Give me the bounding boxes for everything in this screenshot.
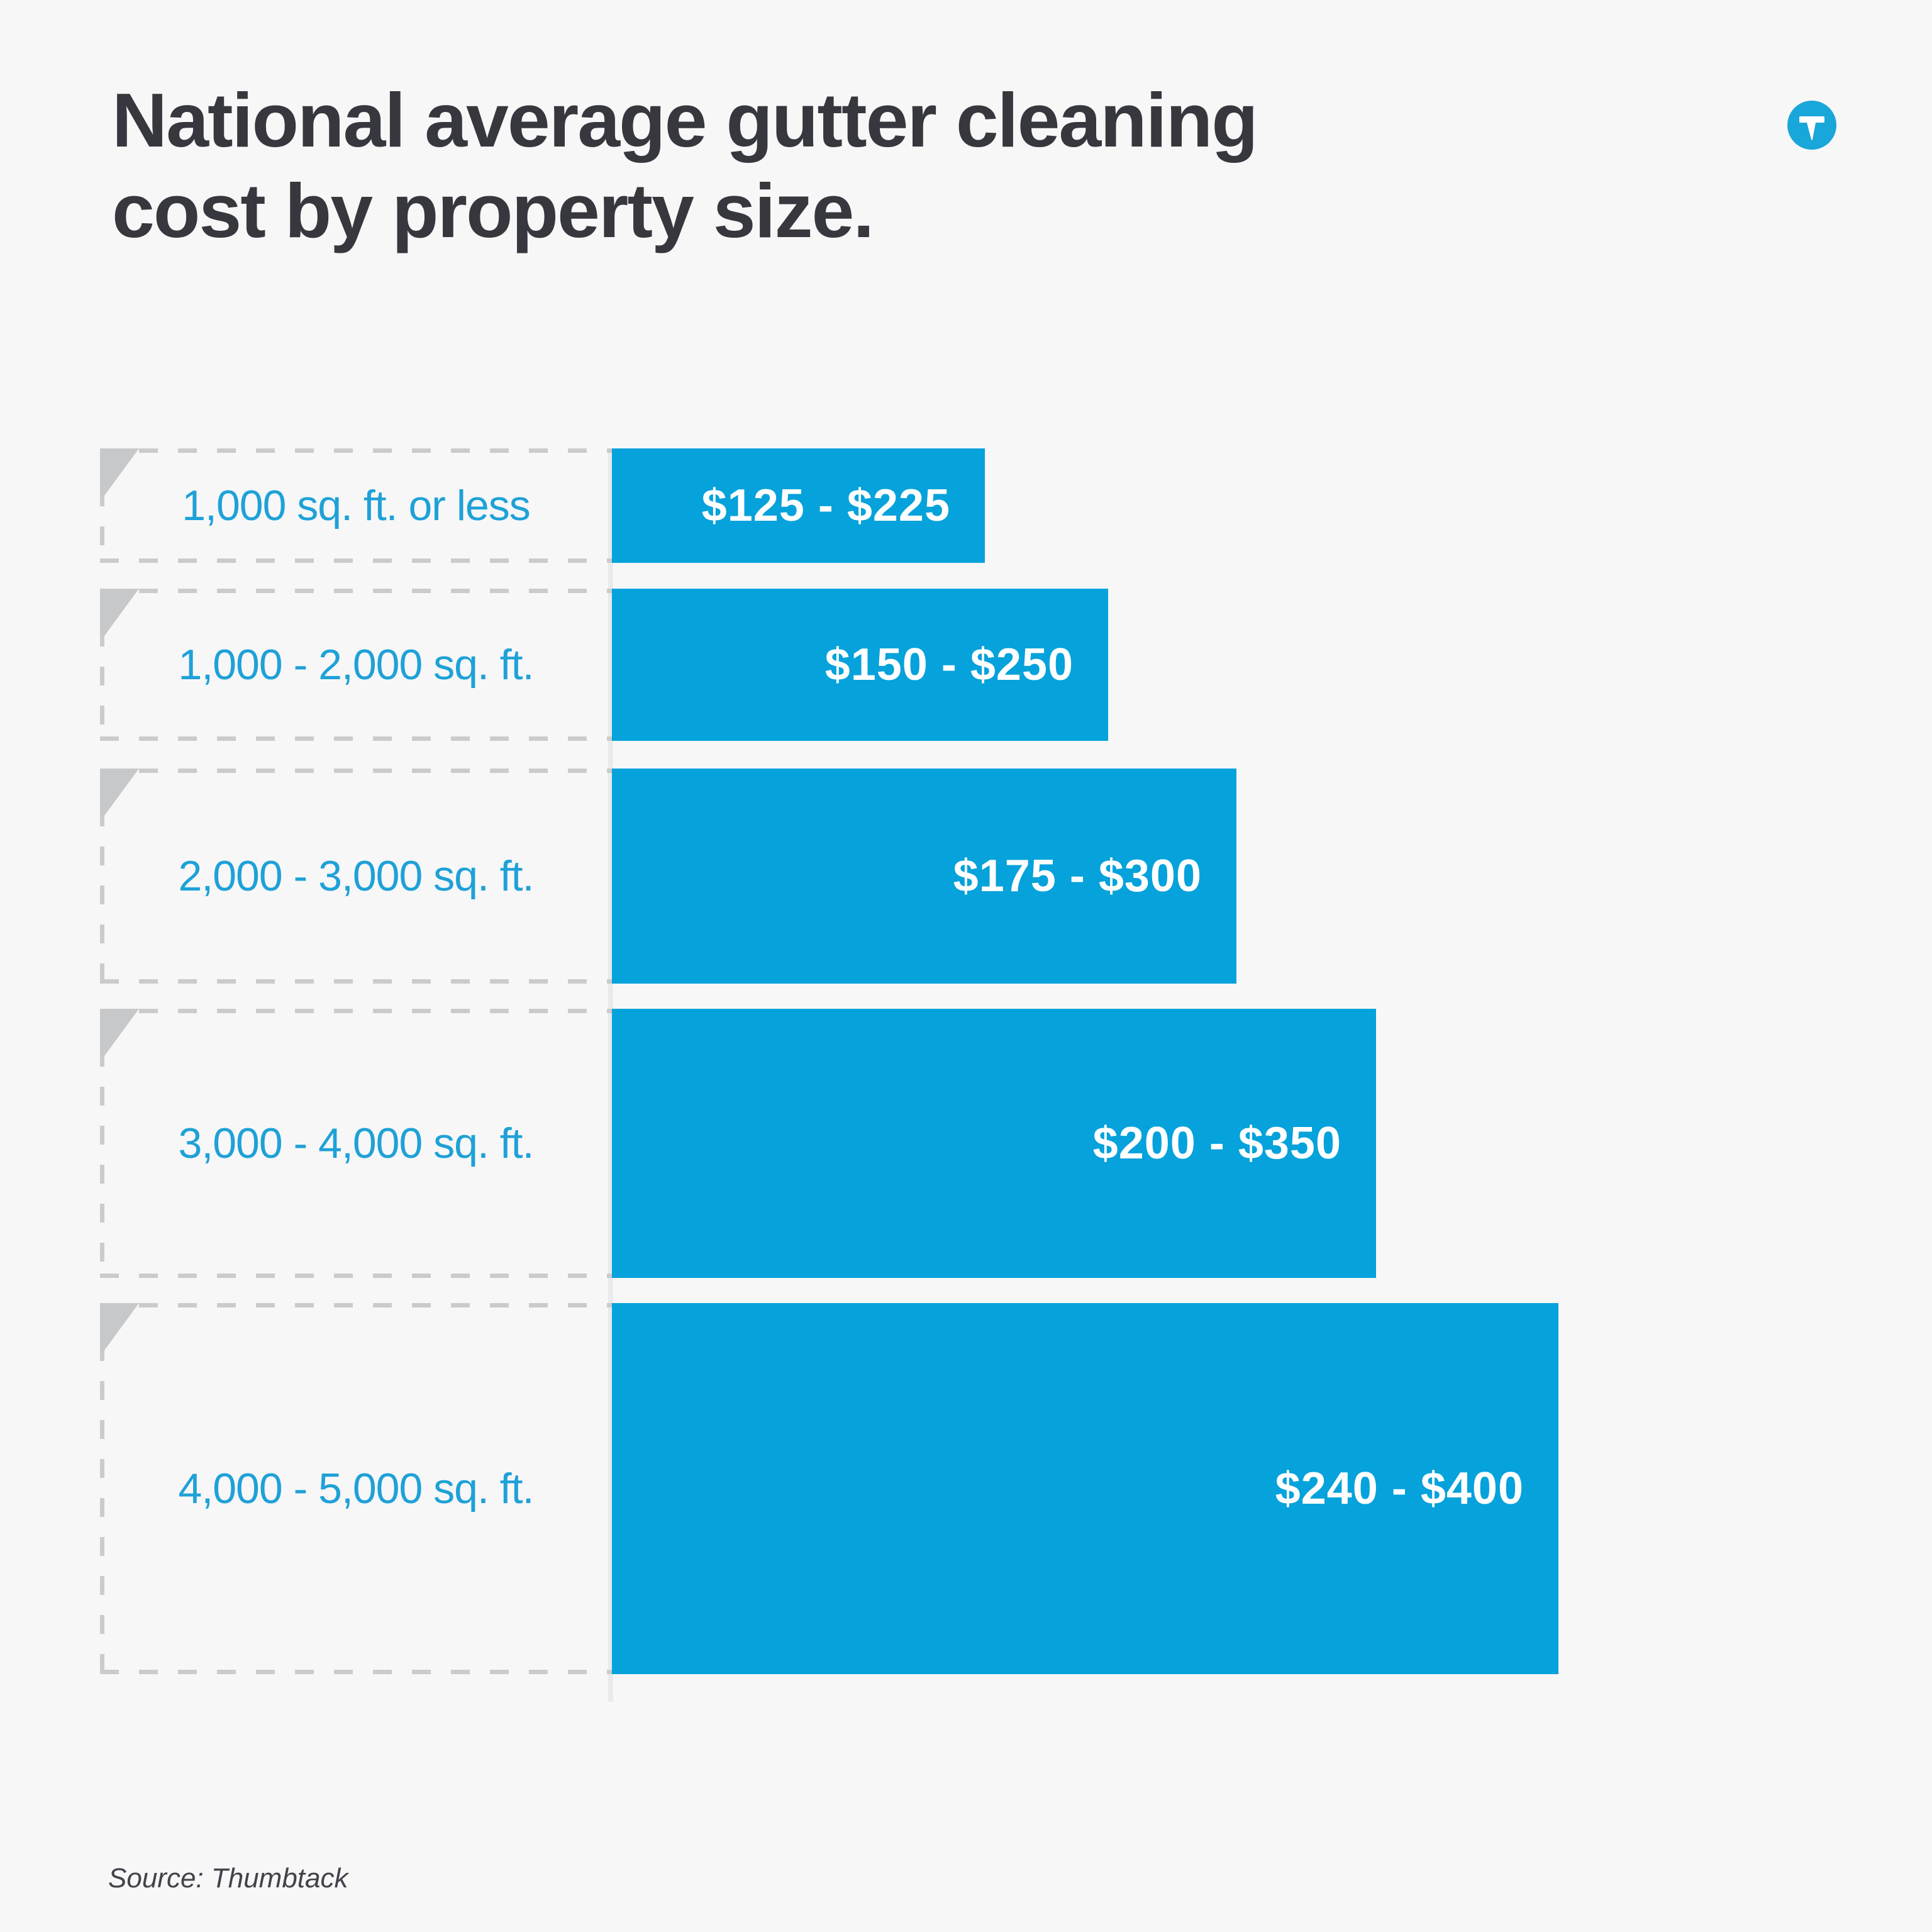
dashed-border-bottom	[100, 736, 612, 741]
dashed-border-top	[100, 589, 612, 593]
page-title-line-2: cost by property size.	[112, 167, 874, 253]
dashed-border-left	[100, 448, 104, 563]
dashed-border-left	[100, 1303, 104, 1674]
bar: $125 - $225	[612, 448, 985, 563]
bar-value-label: $200 - $350	[1092, 1118, 1341, 1169]
dashed-border-bottom	[100, 558, 612, 563]
dashed-border-left	[100, 589, 104, 741]
dashed-border-bottom	[100, 1274, 612, 1278]
dashed-border-left	[100, 1009, 104, 1278]
bar: $150 - $250	[612, 589, 1108, 741]
dashed-border-top	[100, 769, 612, 773]
chart-row: 2,000 - 3,000 sq. ft. $175 - $300	[100, 769, 1609, 984]
dashed-border-left	[100, 769, 104, 984]
thumbtack-logo-icon	[1787, 101, 1836, 150]
source-note: Source: Thumbtack	[108, 1863, 348, 1894]
page-title-line-1: National average gutter cleaning	[112, 77, 1258, 163]
category-label: 2,000 - 3,000 sq. ft.	[178, 852, 535, 900]
axis-line	[608, 448, 613, 1702]
dashed-border-bottom	[100, 1670, 612, 1674]
bar: $240 - $400	[612, 1303, 1558, 1674]
bar-value-label: $150 - $250	[824, 640, 1074, 690]
category-label: 1,000 sq. ft. or less	[182, 482, 531, 530]
bar: $200 - $350	[612, 1009, 1376, 1278]
category-label: 3,000 - 4,000 sq. ft.	[178, 1119, 535, 1167]
dashed-border-bottom	[100, 979, 612, 984]
dashed-border-top	[100, 448, 612, 453]
dashed-border-top	[100, 1009, 612, 1013]
page-title: National average gutter cleaning cost by …	[112, 75, 1258, 257]
dashed-border-top	[100, 1303, 612, 1307]
chart-row: 4,000 - 5,000 sq. ft. $240 - $400	[100, 1303, 1609, 1674]
bar-value-label: $175 - $300	[953, 851, 1202, 901]
chart-row: 1,000 - 2,000 sq. ft. $150 - $250	[100, 589, 1609, 741]
category-label: 1,000 - 2,000 sq. ft.	[178, 641, 535, 689]
bar-value-label: $125 - $225	[701, 480, 950, 531]
chart-row: 3,000 - 4,000 sq. ft. $200 - $350	[100, 1009, 1609, 1278]
bar: $175 - $300	[612, 769, 1236, 984]
bar-value-label: $240 - $400	[1275, 1463, 1524, 1514]
chart-row: 1,000 sq. ft. or less $125 - $225	[100, 448, 1609, 563]
category-label: 4,000 - 5,000 sq. ft.	[178, 1465, 535, 1513]
